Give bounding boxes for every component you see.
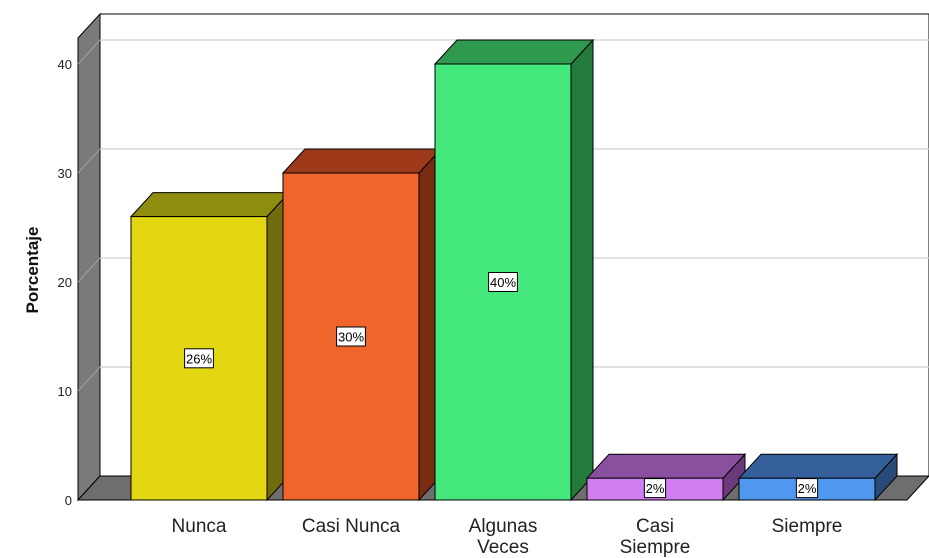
- data-label-box: [488, 272, 518, 292]
- y-tick-label: 10: [58, 384, 72, 399]
- bar: 2%: [585, 452, 747, 502]
- bar-top-face: [737, 453, 899, 479]
- data-label: 40%: [490, 275, 516, 290]
- side-wall: [77, 12, 101, 502]
- data-label-box: [336, 326, 366, 347]
- x-tick-label-line: Nunca: [172, 516, 227, 537]
- x-tick-label-line: Casi Nunca: [302, 516, 401, 537]
- x-tick-label-line: Algunas: [469, 516, 538, 537]
- x-tick-label-line: Siempre: [620, 537, 691, 558]
- bar-side-face: [570, 38, 594, 502]
- wall-gridline: [77, 148, 101, 174]
- y-tick-label: 30: [58, 166, 72, 181]
- bars: 26% 30% 40% 2% 2%: [129, 38, 899, 502]
- x-tick-label: Casi Siempre: [620, 516, 691, 558]
- y-axis-label: Porcentaje: [23, 227, 42, 314]
- x-tick-label-line: Siempre: [772, 516, 843, 537]
- y-tick-label: 20: [58, 275, 72, 290]
- data-label: 2%: [646, 481, 665, 496]
- data-label: 2%: [798, 481, 817, 496]
- x-tick-label-line: Casi: [636, 516, 674, 537]
- data-label-box: [795, 478, 819, 499]
- bar-top-face: [281, 148, 443, 174]
- x-tick-label: Nunca: [172, 516, 227, 537]
- bar: 2%: [737, 452, 899, 502]
- x-tick-label-line: Veces: [477, 537, 529, 558]
- wall-gridline: [77, 366, 101, 392]
- x-tick-label: Siempre: [772, 516, 843, 537]
- bar: 40%: [433, 38, 595, 502]
- data-label-box: [184, 348, 214, 369]
- bar-top-face: [433, 39, 595, 65]
- bar-top-face: [129, 192, 291, 218]
- wall-gridline: [77, 257, 101, 283]
- y-tick-label: 0: [65, 493, 72, 508]
- bar: 30%: [281, 147, 443, 502]
- wall-gridline: [77, 39, 101, 65]
- y-tick-label: 40: [58, 57, 72, 72]
- bar-top-face: [585, 453, 747, 479]
- x-tick-label: Algunas Veces: [469, 516, 538, 558]
- y-axis-ticks: 0 10 20 30 40: [58, 57, 72, 508]
- data-label: 30%: [338, 330, 364, 345]
- data-label-box: [643, 478, 667, 499]
- data-label: 26%: [186, 351, 212, 366]
- bar: 26%: [129, 191, 291, 502]
- x-tick-label: Casi Nunca: [302, 516, 401, 537]
